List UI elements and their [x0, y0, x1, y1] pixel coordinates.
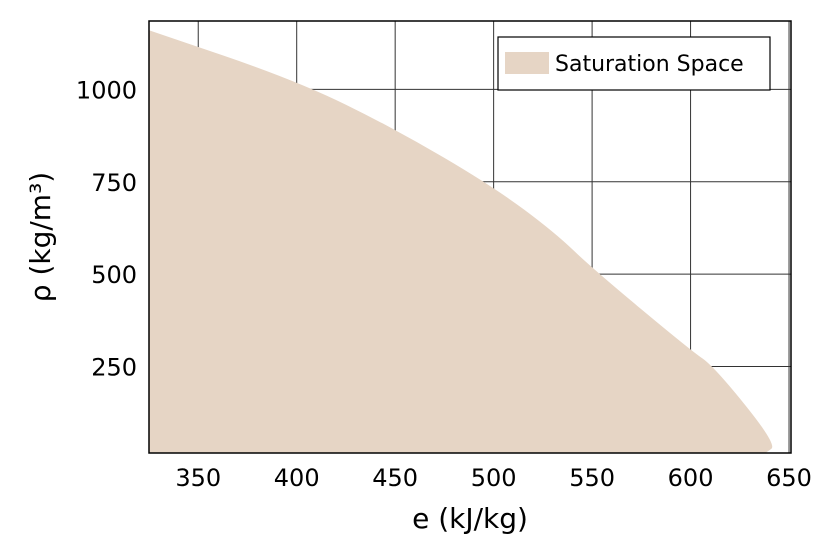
- y-axis-label: ρ (kg/m³): [24, 172, 57, 302]
- y-tick-label: 250: [91, 354, 137, 382]
- y-tick-label: 1000: [76, 76, 137, 104]
- plot-frame: [148, 20, 792, 454]
- x-tick-label: 500: [471, 464, 517, 492]
- x-tick-label: 550: [569, 464, 615, 492]
- x-tick-label: 350: [175, 464, 221, 492]
- x-tick-label: 450: [372, 464, 418, 492]
- y-tick-label: 500: [91, 261, 137, 289]
- x-axis-label: e (kJ/kg): [412, 502, 528, 535]
- x-tick-label: 600: [668, 464, 714, 492]
- x-tick-label: 650: [766, 464, 812, 492]
- legend: Saturation Space: [497, 36, 771, 91]
- x-axis-ticks: 350 400 450 500 550 600 650: [175, 464, 812, 492]
- legend-label: Saturation Space: [555, 52, 744, 77]
- y-axis-ticks: 250 500 750 1000: [76, 76, 137, 381]
- x-tick-label: 400: [274, 464, 320, 492]
- y-tick-label: 750: [91, 169, 137, 197]
- saturation-space-area: [149, 30, 773, 453]
- legend-swatch: [505, 52, 549, 74]
